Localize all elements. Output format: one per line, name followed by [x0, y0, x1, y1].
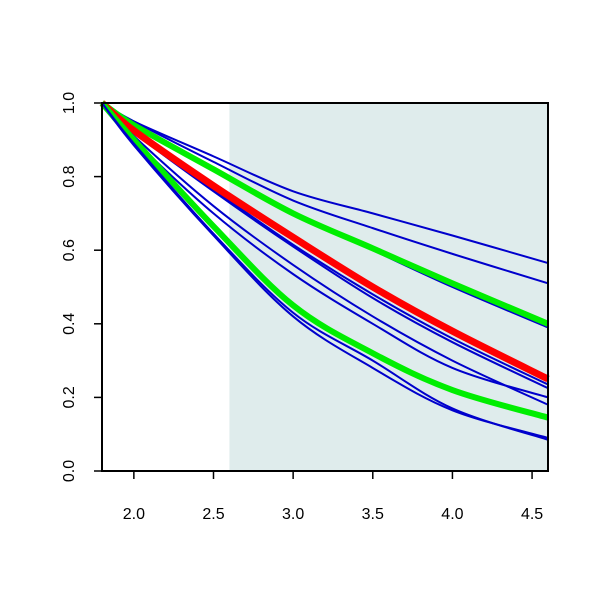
shaded-region — [229, 103, 548, 471]
y-axis-ticks: 0.0 0.2 0.4 0.6 0.8 1.0 — [61, 92, 102, 482]
y-tick-label: 1.0 — [61, 92, 78, 114]
y-tick-label: 0.0 — [61, 460, 78, 482]
y-tick-label: 0.4 — [61, 313, 78, 335]
x-tick-label: 4.0 — [441, 506, 463, 523]
y-tick-label: 0.2 — [61, 386, 78, 408]
series-line-4 — [100, 100, 550, 327]
series-line-10 — [99, 101, 549, 421]
series-line-11 — [101, 102, 549, 441]
series-line-12 — [101, 102, 549, 439]
y-tick-label: 0.6 — [61, 239, 78, 261]
y-tick-label: 0.8 — [61, 165, 78, 187]
series-line-8 — [101, 102, 549, 406]
x-tick-label: 2.0 — [123, 506, 145, 523]
series-layer — [99, 100, 550, 441]
x-tick-label: 3.0 — [282, 506, 304, 523]
series-line-7 — [99, 100, 550, 383]
shaded-region-layer — [229, 103, 548, 471]
x-axis-ticks: 2.0 2.5 3.0 3.5 4.0 4.5 — [123, 471, 543, 523]
series-line-2 — [101, 102, 549, 285]
x-tick-label: 2.5 — [202, 506, 224, 523]
x-tick-label: 4.5 — [521, 506, 543, 523]
x-tick-label: 3.5 — [362, 506, 384, 523]
